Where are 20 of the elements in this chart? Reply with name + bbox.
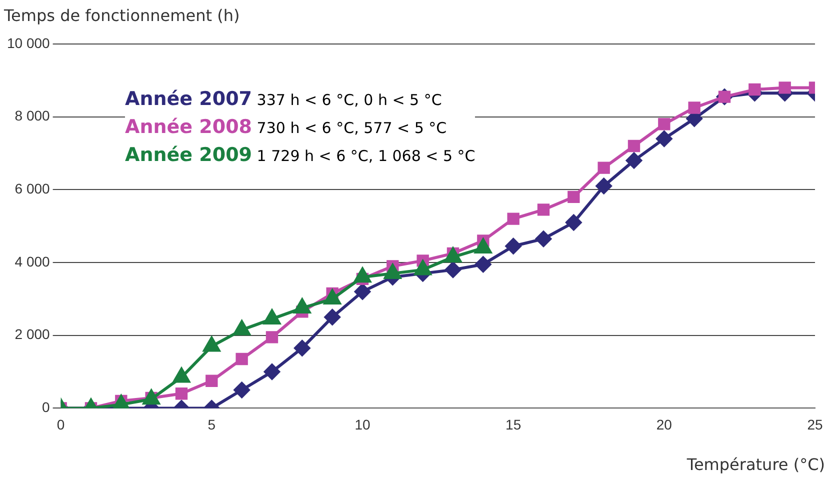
y-tick-label: 4 000 — [14, 253, 50, 270]
text: Année 2008 — [125, 116, 252, 138]
y-tick-label: 6 000 — [14, 180, 50, 197]
y-axis-title: Temps de fonctionnement (h) — [4, 6, 240, 25]
annotation: 730 h < 6 °C, 577 < 5 °C — [256, 119, 447, 137]
x-tick-label: 5 — [208, 416, 216, 432]
x-tick-label: 10 — [354, 416, 370, 432]
annotation: 1 729 h < 6 °C, 1 068 < 5 °C — [256, 147, 476, 165]
y-tick-label: 10 000 — [6, 34, 50, 51]
x-tick-label: 0 — [56, 416, 65, 432]
x-tick-label: 20 — [656, 416, 672, 432]
x-tick-label: 15 — [506, 416, 522, 432]
x-tick-label: 25 — [807, 416, 823, 432]
y-tick-label: 2 000 — [14, 326, 50, 342]
x-axis-title: Température (°C) — [686, 455, 825, 474]
text: Année 2009 — [125, 144, 252, 166]
y-tick-label: 0 — [42, 399, 50, 416]
text: Année 2007 — [125, 88, 252, 110]
annotation: 337 h < 6 °C, 0 h < 5 °C — [256, 91, 442, 109]
y-tick-label: 8 000 — [14, 108, 50, 124]
